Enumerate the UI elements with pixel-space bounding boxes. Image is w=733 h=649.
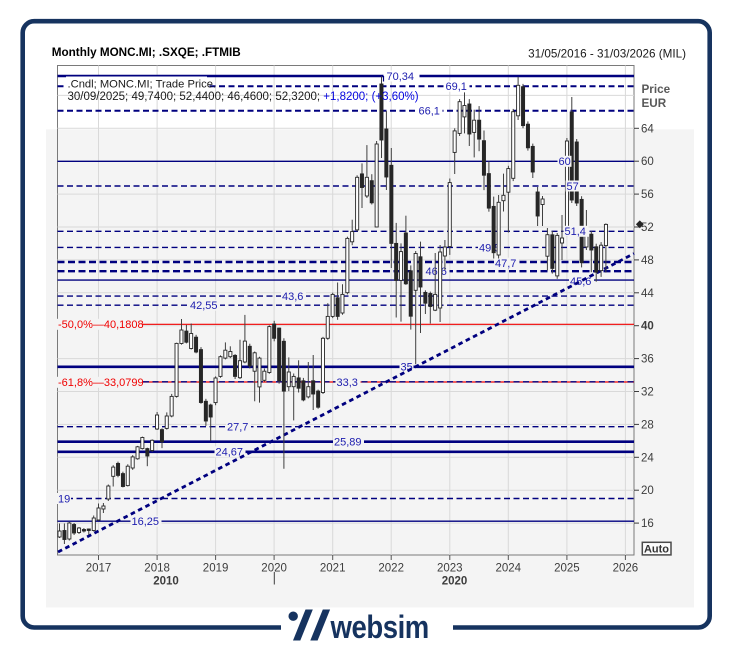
svg-text:19: 19 (58, 493, 70, 505)
svg-text:2026: 2026 (613, 563, 639, 575)
svg-text:45,6: 45,6 (570, 276, 591, 288)
svg-text:44: 44 (641, 288, 654, 300)
svg-text:42,55: 42,55 (190, 300, 218, 312)
svg-text:27,7: 27,7 (227, 422, 248, 434)
svg-text:2023: 2023 (437, 563, 463, 575)
svg-text:2021: 2021 (320, 563, 346, 575)
svg-text:20: 20 (641, 485, 654, 497)
svg-text:EUR: EUR (642, 97, 667, 110)
svg-text:2010: 2010 (153, 576, 179, 588)
svg-text:70,34: 70,34 (387, 71, 415, 83)
svg-text:51,4: 51,4 (565, 226, 586, 238)
svg-text:66,1: 66,1 (419, 106, 440, 118)
svg-text:24,67: 24,67 (216, 447, 244, 459)
svg-text:64: 64 (641, 123, 654, 135)
svg-text:Auto: Auto (644, 544, 669, 556)
svg-text:2020: 2020 (261, 563, 287, 575)
svg-text:56: 56 (641, 189, 654, 201)
svg-text:30/09/2025; 49,7400; 52,4400;: 30/09/2025; 49,7400; 52,4400; 46,4600; 5… (68, 91, 419, 103)
svg-text:24: 24 (641, 452, 654, 464)
svg-text:40: 40 (641, 321, 654, 333)
svg-text:25,89: 25,89 (334, 437, 362, 449)
svg-text:52: 52 (641, 222, 654, 234)
svg-text:Monthly MONC.MI; .SXQE; .FTMIB: Monthly MONC.MI; .SXQE; .FTMIB (52, 46, 241, 59)
svg-text:2017: 2017 (86, 563, 112, 575)
svg-text:-61,8%—33,0799: -61,8%—33,0799 (58, 377, 144, 389)
svg-text:2018: 2018 (144, 563, 170, 575)
svg-text:46,6: 46,6 (426, 266, 447, 278)
svg-text:48: 48 (641, 255, 654, 267)
svg-text:28: 28 (641, 419, 654, 431)
svg-text:60: 60 (641, 156, 654, 168)
svg-text:2022: 2022 (378, 563, 404, 575)
svg-text:16: 16 (641, 518, 654, 530)
svg-text:36: 36 (641, 354, 654, 366)
svg-text:websim: websim (330, 610, 429, 645)
svg-text:32: 32 (641, 387, 654, 399)
svg-text:69,1: 69,1 (446, 81, 467, 93)
svg-text:16,25: 16,25 (132, 516, 160, 528)
svg-text:2020: 2020 (442, 576, 468, 588)
svg-text:43,6: 43,6 (282, 291, 303, 303)
svg-text:57: 57 (567, 181, 579, 193)
svg-text:Price: Price (642, 83, 671, 96)
svg-text:31/05/2016 - 31/03/2026 (MIL): 31/05/2016 - 31/03/2026 (MIL) (528, 48, 686, 61)
svg-text:47,7: 47,7 (495, 258, 516, 270)
svg-text:2019: 2019 (203, 563, 229, 575)
svg-text:-50,0%—40,1808: -50,0%—40,1808 (58, 319, 144, 331)
svg-text:2024: 2024 (496, 563, 522, 575)
svg-text:.Cndl; MONC.MI; Trade Price.: .Cndl; MONC.MI; Trade Price. (68, 79, 217, 91)
svg-text:60: 60 (559, 156, 571, 168)
svg-text:33,3: 33,3 (337, 377, 358, 389)
svg-text:2025: 2025 (554, 563, 580, 575)
